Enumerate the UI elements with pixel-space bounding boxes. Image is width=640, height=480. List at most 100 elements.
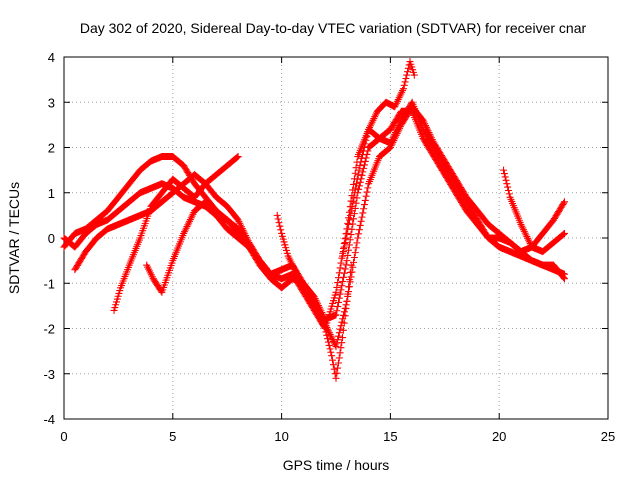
data-point-marker <box>359 209 367 217</box>
data-point-marker <box>321 325 329 332</box>
data-point-marker <box>328 334 336 342</box>
data-point-marker <box>237 221 245 229</box>
data-point-marker <box>364 184 372 192</box>
data-point-marker <box>504 183 512 191</box>
data-point-marker <box>360 201 368 209</box>
data-point-marker <box>309 300 317 308</box>
data-point-marker <box>345 216 353 224</box>
data-point-marker <box>349 198 357 206</box>
data-point-marker <box>363 133 371 141</box>
data-point-marker <box>340 269 348 277</box>
data-point-marker <box>426 130 434 138</box>
data-point-marker <box>326 330 334 338</box>
data-point-marker <box>363 188 371 196</box>
data-point-marker <box>331 370 339 378</box>
data-point-marker <box>186 217 194 225</box>
data-point-marker <box>560 274 568 282</box>
y-tick-label: -2 <box>43 322 55 337</box>
data-point-marker <box>325 341 333 349</box>
data-point-marker <box>360 161 368 169</box>
data-point-marker <box>183 223 191 231</box>
data-point-marker <box>324 335 332 343</box>
data-point-marker <box>310 302 318 310</box>
data-point-marker <box>423 125 431 133</box>
data-point-marker <box>346 211 354 219</box>
series-pass-7 <box>339 58 418 260</box>
data-point-marker <box>240 228 248 236</box>
data-point-marker <box>392 131 400 139</box>
data-point-marker <box>345 276 353 284</box>
data-point-marker <box>357 158 365 166</box>
data-point-marker <box>237 223 245 231</box>
data-point-marker <box>351 169 359 177</box>
data-point-marker <box>421 120 429 128</box>
data-point-marker <box>343 257 351 265</box>
data-point-marker <box>396 124 404 132</box>
data-point-marker <box>404 64 412 72</box>
data-point-marker <box>347 261 355 269</box>
data-point-marker <box>187 214 195 222</box>
data-point-marker <box>362 136 370 144</box>
data-point-marker <box>334 364 342 372</box>
data-point-marker <box>351 249 359 257</box>
data-point-marker <box>345 220 353 228</box>
data-point-marker <box>359 147 367 155</box>
data-point-marker <box>353 175 361 183</box>
data-point-marker <box>350 193 358 201</box>
data-point-marker <box>339 252 347 260</box>
data-point-marker <box>340 273 348 281</box>
data-point-marker <box>388 140 396 148</box>
data-point-marker <box>361 140 369 148</box>
data-point-marker <box>355 230 363 238</box>
data-point-marker <box>322 328 330 336</box>
data-point-marker <box>277 226 285 234</box>
data-point-marker <box>243 242 251 250</box>
data-point-marker <box>356 221 364 229</box>
data-point-marker <box>360 144 368 151</box>
x-tick-label: 5 <box>169 429 176 444</box>
data-point-marker <box>182 224 190 232</box>
data-point-marker <box>422 122 430 130</box>
data-point-marker <box>242 233 250 241</box>
data-point-marker <box>339 334 347 342</box>
data-point-marker <box>341 312 349 320</box>
series-pass-6 <box>273 211 355 382</box>
data-point-marker <box>333 307 341 315</box>
data-point-marker <box>504 186 512 194</box>
data-point-marker <box>189 210 197 218</box>
data-point-marker <box>241 230 249 238</box>
data-point-marker <box>354 234 362 242</box>
data-point-marker <box>358 154 366 162</box>
data-point-marker <box>335 329 343 337</box>
data-point-marker <box>333 283 341 291</box>
data-point-marker <box>181 226 189 234</box>
y-axis-ticks: -4 -3 -2 -1 0 1 2 3 4 <box>43 50 608 427</box>
data-point-marker <box>353 239 361 247</box>
data-point-marker <box>319 319 327 327</box>
data-point-marker <box>337 259 345 267</box>
data-point-marker <box>180 229 188 237</box>
data-point-marker <box>335 354 343 362</box>
x-tick-label: 0 <box>60 429 67 444</box>
data-point-marker <box>343 297 351 305</box>
data-point-marker <box>244 242 252 250</box>
data-point-marker <box>336 290 344 298</box>
data-point-marker <box>332 374 340 382</box>
data-point-marker <box>348 202 356 210</box>
y-tick-label: 0 <box>48 231 55 246</box>
data-point-marker <box>236 219 244 227</box>
data-point-marker <box>317 316 325 324</box>
data-point-marker <box>337 286 345 294</box>
data-point-marker <box>387 142 395 150</box>
data-point-marker <box>328 352 336 360</box>
data-point-marker <box>326 345 334 353</box>
data-point-marker <box>342 305 350 313</box>
data-point-marker <box>324 338 332 346</box>
data-point-marker <box>335 298 343 306</box>
data-point-marker <box>323 331 331 339</box>
data-point-marker <box>329 361 337 369</box>
data-point-marker <box>360 205 368 213</box>
chart-title: Day 302 of 2020, Sidereal Day-to-day VTE… <box>80 20 587 36</box>
data-point-marker <box>345 241 353 249</box>
